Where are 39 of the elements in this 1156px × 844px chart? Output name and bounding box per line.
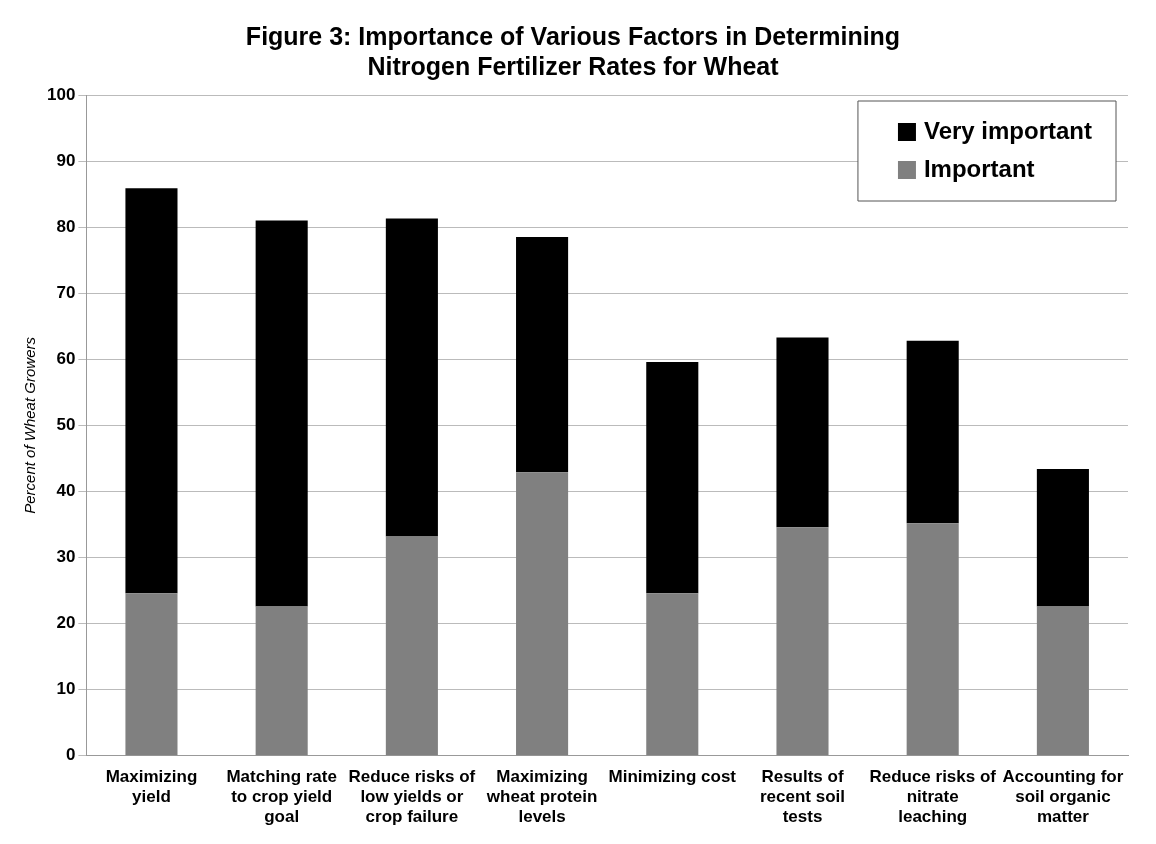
x-tick-label: Maximizing wheat protein levels [485,766,598,827]
y-axis-title: Percent of Wheat Growers [21,336,39,514]
bar [776,527,829,756]
x-tick-label: Reduce risks of nitrate leaching [869,766,997,827]
x-tick-label: Results of recent soil tests [759,766,846,827]
y-tick-label: 0 [65,745,76,765]
y-tick-label: 20 [56,613,76,633]
y-tick-label: 30 [56,547,76,567]
bar [646,593,699,756]
bar [255,220,308,607]
x-tick-label: Reduce risks of low yields or crop failure [348,766,476,827]
bar [646,361,699,594]
y-tick-label: 50 [56,415,76,435]
x-tick-label: Maximizing yield [105,766,198,807]
x-tick-label: Accounting for soil organic matter [1002,766,1124,827]
y-tick-label: 80 [56,216,76,236]
bar [125,188,178,594]
bar [1036,606,1089,756]
bar [906,523,959,756]
y-tick-label: 10 [56,679,76,699]
y-tick-label: 60 [56,349,76,369]
bar [1036,469,1089,607]
chart-title: Figure 3: Importance of Various Factors in Determining Nitrogen Fertilizer Rates for Wheat [245,21,901,80]
y-tick-label: 70 [56,282,76,302]
legend-label: Very important [923,116,1093,144]
bar [906,340,959,524]
bar [516,472,569,756]
bar [776,337,829,528]
bar [385,218,438,537]
y-tick-label: 40 [56,481,76,501]
bar [385,536,438,756]
x-tick-label: Matching rate to crop yield goal [226,766,337,827]
legend-label: Important [923,154,1035,182]
x-tick-label: Minimizing cost [608,766,737,786]
y-tick-label: 90 [56,150,76,170]
y-tick-label: 100 [46,84,76,104]
bar [255,606,308,756]
bar [516,237,569,473]
bar [125,593,178,756]
